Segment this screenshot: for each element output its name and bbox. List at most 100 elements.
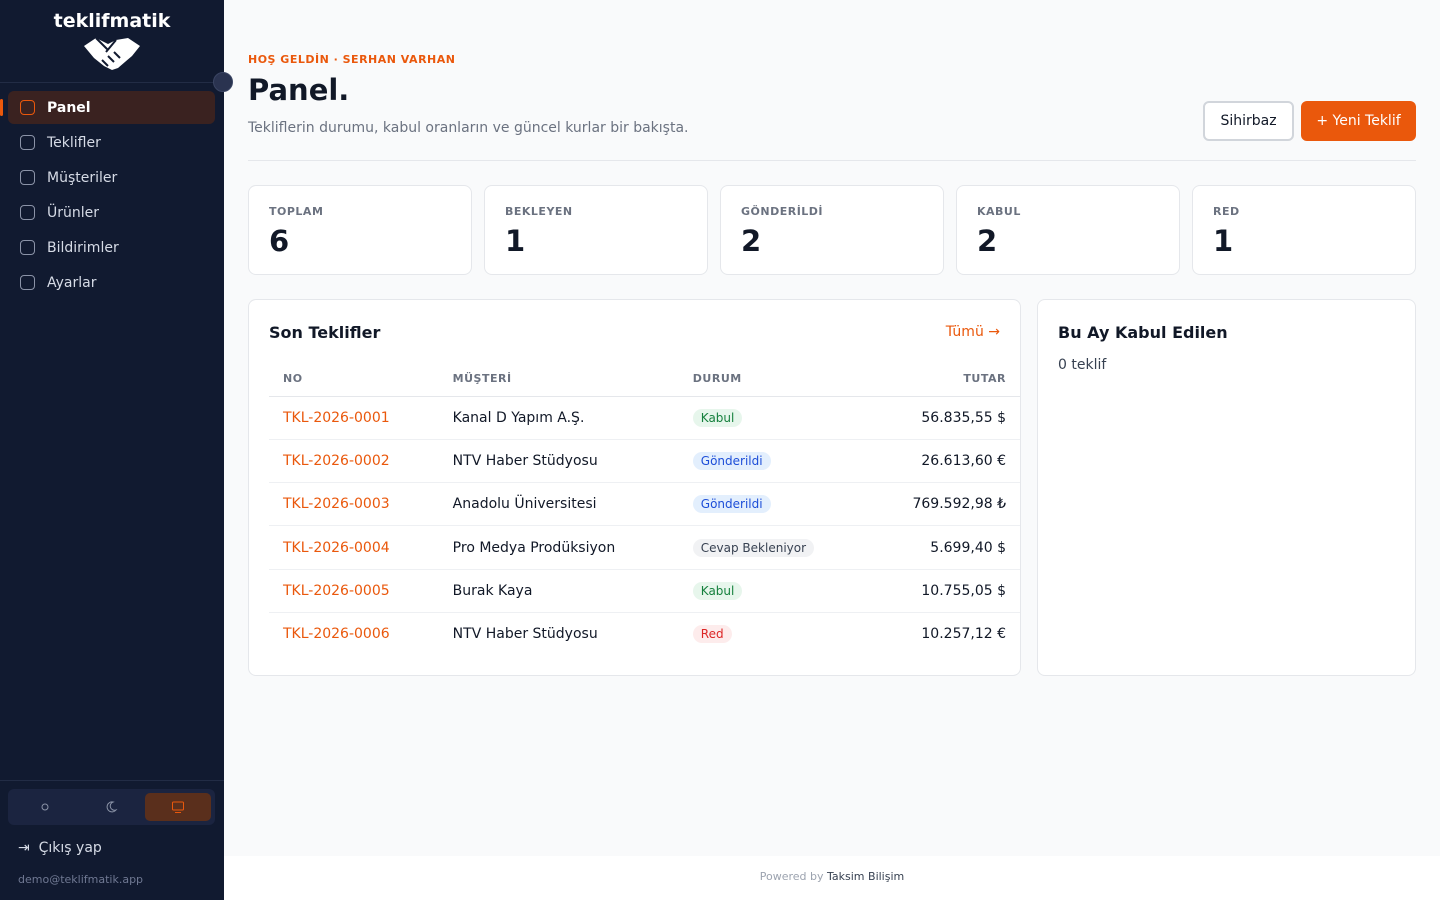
stat-card: KABUL 2 [956, 185, 1180, 275]
view-all-link[interactable]: Tümü → [945, 324, 1000, 340]
status-cell: Gönderildi [678, 439, 867, 484]
stat-card: GÖNDERİLDİ 2 [720, 185, 944, 275]
nav-icon [20, 100, 35, 115]
logout-label[interactable]: Çıkış yap [38, 840, 102, 856]
offers-table: NO MÜŞTERİ DURUM TUTAR TKL-2026-0001 Kanal D … [269, 362, 1020, 656]
status-cell: Kabul [678, 569, 867, 613]
table-row[interactable]: TKL-2026-0001 Kanal D Yapım A.Ş. Kabul 56.8… [269, 396, 1020, 440]
status-badge: Cevap Bekleniyor [692, 538, 815, 557]
separator [0, 82, 224, 83]
status-cell: Gönderildi [678, 482, 867, 527]
page-subtitle: Tekliflerin durumu, kabul oranların ve g… [248, 120, 689, 136]
nav-label[interactable]: Ürünler [47, 204, 100, 221]
offer-no[interactable]: TKL-2026-0004 [269, 525, 439, 570]
column-header: DURUM [678, 362, 867, 397]
divider [248, 160, 1416, 161]
table-row[interactable]: TKL-2026-0006 NTV Haber Stüdyosu Red 10.257… [269, 612, 1020, 655]
moon-icon [107, 801, 118, 813]
stat-card: BEKLEYEN 1 [484, 185, 708, 275]
wizard-button[interactable]: Sihirbaz [1203, 101, 1294, 141]
sun-icon [41, 803, 49, 811]
offer-no[interactable]: TKL-2026-0006 [283, 626, 390, 643]
stat-label: RED [1213, 205, 1240, 218]
stat-label: TOPLAM [269, 205, 324, 218]
status-cell: Red [679, 612, 867, 655]
status-badge: Red [692, 625, 732, 644]
customer: Anadolu Üniversitesi [438, 482, 679, 527]
table-header: NO MÜŞTERİ DURUM TUTAR [269, 362, 1020, 397]
table-row[interactable]: TKL-2026-0003 Anadolu Üniversitesi Gönderi… [269, 482, 1020, 527]
dark-theme[interactable] [78, 793, 144, 821]
page-title: Panel. [248, 73, 350, 107]
offer-no[interactable]: TKL-2026-0002 [269, 439, 439, 484]
footer: Powered by Taksim Bilişim [224, 856, 1440, 900]
greeting: HOŞ GELDİN · SERHAN VARHAN [248, 53, 456, 66]
column-header: TUTAR [866, 362, 1020, 397]
status-badge: Gönderildi [692, 451, 771, 470]
stat-card: RED 1 [1192, 185, 1416, 275]
nav-label[interactable]: Teklifler [47, 134, 101, 151]
status-badge: Gönderildi [692, 495, 771, 514]
nav-icon [20, 240, 35, 255]
system-theme[interactable] [144, 793, 211, 821]
status-cell: Cevap Bekleniyor [678, 525, 867, 570]
main: HOŞ GELDİN · SERHAN VARHAN Panel. Teklif… [224, 0, 1440, 900]
user-email: demo@teklifmatik.app [18, 873, 144, 886]
stat-value: 2 [741, 224, 762, 258]
logout[interactable]: ⇥ Çıkış yap [18, 840, 102, 856]
customer: NTV Haber Stüdyosu [452, 626, 598, 643]
nav-item[interactable]: Panel [0, 91, 215, 124]
status-badge: Kabul [692, 581, 743, 600]
status-badge: Kabul [692, 408, 743, 427]
logo [84, 37, 140, 70]
amount: 5.699,40 $ [866, 525, 1020, 570]
status-cell: Kabul [678, 396, 867, 440]
nav-label[interactable]: Ayarlar [47, 274, 97, 291]
offer-no[interactable]: TKL-2026-0001 [269, 396, 439, 440]
customer: Kanal D Yapım A.Ş. [438, 396, 679, 440]
nav-item[interactable]: Ayarlar [8, 266, 215, 299]
sidebar: teklifmatik Panel Teklifler Müşteriler Ürün… [0, 0, 233, 900]
nav: Panel Teklifler Müşteriler Ürünler Bildiriml… [0, 91, 215, 301]
theme-switch [8, 789, 215, 825]
nav-label[interactable]: Bildirimler [47, 239, 119, 256]
nav-label[interactable]: Müşteriler [47, 169, 118, 186]
footer-prefix: Powered by [759, 870, 824, 883]
accepted-card: Bu Ay Kabul Edilen 0 teklif [1037, 299, 1416, 676]
table-row[interactable]: TKL-2026-0004 Pro Medya Prodüksiyon Cevap … [269, 525, 1020, 570]
stat-card: TOPLAM 6 [248, 185, 472, 275]
nav-item[interactable]: Müşteriler [8, 161, 215, 194]
customer: Burak Kaya [438, 569, 679, 613]
brand[interactable]: teklifmatik [53, 10, 171, 32]
nav-item[interactable]: Teklifler [8, 126, 215, 159]
table-row[interactable]: TKL-2026-0005 Burak Kaya Kabul 10.755,05 $ [269, 569, 1020, 613]
nav-item[interactable]: Ürünler [8, 196, 215, 229]
stat-label: KABUL [977, 205, 1021, 218]
light-theme[interactable] [12, 793, 78, 821]
card-title: Son Teklifler [269, 323, 381, 342]
footer-company[interactable]: Taksim Bilişim [827, 870, 905, 883]
offer-no[interactable]: TKL-2026-0003 [269, 482, 439, 527]
nav-icon [20, 135, 35, 150]
stat-value: 2 [977, 224, 998, 258]
separator [0, 780, 224, 781]
stat-value: 1 [505, 224, 526, 258]
amount: 56.835,55 $ [866, 396, 1020, 440]
stat-value: 6 [269, 224, 290, 258]
stat-value: 1 [1213, 224, 1234, 258]
nav-icon [20, 170, 35, 185]
amount: 10.257,12 € [921, 626, 1006, 643]
stat-label: GÖNDERİLDİ [741, 205, 824, 218]
recent-offers-card: Son Teklifler Tümü → NO MÜŞTERİ DURUM TUTAR… [248, 299, 1021, 676]
accepted-count: 0 teklif [1058, 357, 1107, 373]
stat-label: BEKLEYEN [505, 205, 573, 218]
nav-label[interactable]: Panel [47, 99, 91, 116]
offer-no[interactable]: TKL-2026-0005 [269, 569, 439, 613]
collapse-button[interactable] [213, 72, 233, 92]
new-offer-button[interactable]: + Yeni Teklif [1301, 101, 1416, 141]
table-row[interactable]: TKL-2026-0002 NTV Haber Stüdyosu Gönderild… [269, 439, 1020, 484]
column-header: MÜŞTERİ [438, 362, 679, 397]
nav-item[interactable]: Bildirimler [8, 231, 215, 264]
